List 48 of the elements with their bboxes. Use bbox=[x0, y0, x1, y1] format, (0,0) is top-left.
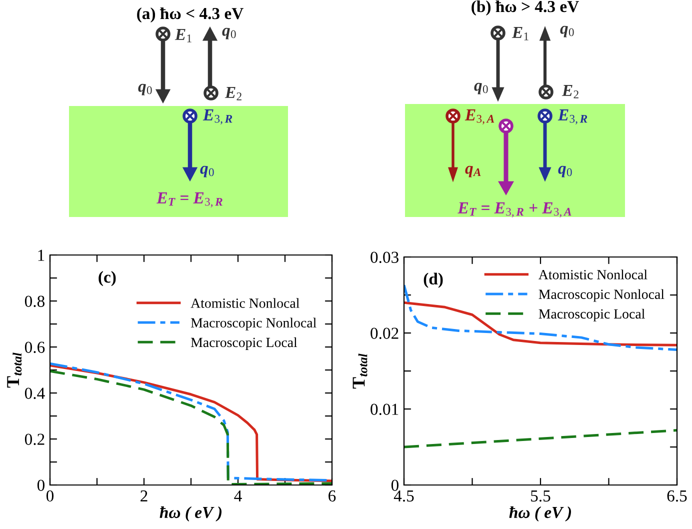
y-tick-label: 0.03 bbox=[370, 252, 398, 264]
x-tick-label: 4.5 bbox=[394, 490, 414, 502]
x-tick-label: 2 bbox=[140, 490, 148, 502]
legend-label: Atomistic Nonlocal bbox=[538, 270, 648, 280]
y-tick-label: 0.6 bbox=[24, 342, 45, 354]
text: E$_{1}$ bbox=[512, 27, 528, 40]
x-tick-label: 4 bbox=[234, 490, 242, 502]
x-tick-label: 6.5 bbox=[667, 490, 687, 502]
text: q$_{0}$ bbox=[200, 166, 214, 178]
legend-label: Macroscopic Nonlocal bbox=[190, 318, 316, 330]
text: (c) bbox=[98, 271, 116, 286]
x-axis-title: ħω ( eV ) bbox=[160, 506, 222, 522]
text: E$_{3,R}$ bbox=[558, 109, 588, 124]
y-tick-label: 0.4 bbox=[24, 388, 45, 400]
y-tick-label: 0.8 bbox=[24, 296, 45, 308]
x-tick-label: 6 bbox=[328, 490, 336, 502]
y-tick-label: 0.2 bbox=[24, 434, 44, 446]
text: q$_{0}$ bbox=[560, 26, 574, 38]
text: E$_{3,R}$ bbox=[202, 109, 232, 124]
legend-label: Macroscopic Local bbox=[190, 337, 298, 350]
text: E$_{2}$ bbox=[224, 87, 242, 100]
y-tick-label: 0.01 bbox=[370, 404, 398, 416]
y-tick-label: 0 bbox=[37, 480, 45, 491]
text: E$_{3,A}$ bbox=[464, 109, 494, 124]
text: E$_{2}$ bbox=[562, 85, 578, 98]
y-tick-label: 1 bbox=[38, 250, 44, 261]
y-tick-label: 0 bbox=[391, 480, 399, 491]
text: q$_{0}$ bbox=[558, 166, 572, 178]
x-axis-title: ħω ( eV ) bbox=[509, 506, 572, 522]
y-axis-title: T$_{total}$ bbox=[352, 354, 368, 389]
y-axis-title: T$_{total}$ bbox=[7, 352, 22, 388]
text: q$_{0}$ bbox=[474, 82, 488, 94]
text: (d) bbox=[424, 272, 443, 288]
legend-label: Macroscopic Local bbox=[538, 308, 645, 322]
x-tick-label: 5.5 bbox=[531, 490, 550, 502]
legend-label: Atomistic Nonlocal bbox=[190, 298, 300, 308]
y-tick-label: 0.02 bbox=[370, 328, 398, 340]
text: (b) ħω > 4.3 eV bbox=[472, 0, 579, 16]
text: q$_{A}$ bbox=[465, 166, 481, 178]
x-tick-label: 0 bbox=[46, 490, 54, 502]
text: (a) ħω < 4.3 eV bbox=[137, 7, 244, 23]
text: q$_{0}$ bbox=[138, 84, 152, 96]
line-series bbox=[404, 301, 677, 346]
text: E$_{1}$ bbox=[174, 29, 192, 42]
text: E$_{T}$ = E$_{3,R}$ + E$_{3,A}$ bbox=[458, 202, 572, 218]
text: q$_{0}$ bbox=[222, 28, 236, 40]
legend-label: Macroscopic Nonlocal bbox=[538, 289, 664, 302]
text: E$_{T}$ = E$_{3,R}$ bbox=[156, 192, 222, 208]
